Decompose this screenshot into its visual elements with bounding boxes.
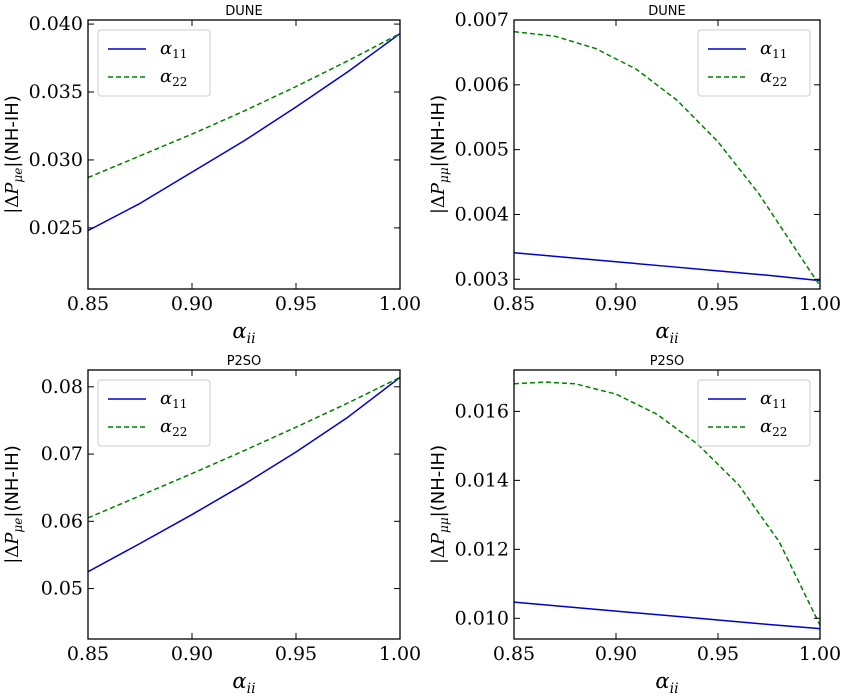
x-tick-label: 0.95 (697, 643, 739, 665)
y-tick-label: 0.030 (29, 149, 83, 171)
x-tick-label: 1.00 (379, 643, 421, 665)
x-tick-label: 0.85 (67, 643, 109, 665)
chart-panel-1: DUNE 0.85 0.90 0.95 1.00 0.025 0.030 0.035 0.040… (2, 4, 421, 347)
series-line-alpha-11 (88, 32, 400, 232)
x-tick-label: 1.00 (799, 643, 841, 665)
chart-title: P2SO (227, 354, 262, 369)
y-axis-label: |ΔPμμ|(NH-IH) (428, 445, 451, 564)
x-tick-label: 0.90 (171, 643, 213, 665)
legend-box (97, 29, 211, 97)
y-tick-label: 0.08 (41, 376, 83, 398)
series-line-alpha-22 (88, 376, 400, 519)
legend-label-alpha-22: α22 (760, 416, 787, 439)
y-tick-label: 0.006 (455, 74, 509, 96)
x-tick-label: 0.85 (67, 293, 109, 315)
plot-frame (87, 369, 401, 640)
series-line-alpha-11 (88, 376, 400, 573)
y-tick-label: 0.007 (455, 9, 509, 31)
chart-title: DUNE (225, 4, 262, 19)
series-line-alpha-11 (514, 601, 820, 630)
chart-panel-3: P2SO 0.85 0.90 0.95 1.00 0.05 0.06 0.07 0.08 αii |… (2, 354, 421, 697)
y-tick-label: 0.005 (455, 139, 509, 161)
x-axis-label: αii (655, 669, 678, 697)
chart-title: P2SO (650, 354, 685, 369)
x-tick-label: 0.90 (171, 293, 213, 315)
y-tick-label: 0.012 (455, 538, 509, 560)
x-tick-label: 0.85 (493, 643, 535, 665)
legend-label-alpha-22: α22 (760, 66, 787, 89)
plot-frame (513, 369, 821, 640)
legend-label-alpha-22: α22 (160, 416, 187, 439)
legend-label-alpha-11: α11 (760, 388, 787, 411)
y-tick-label: 0.06 (41, 510, 83, 532)
x-tick-label: 0.95 (275, 643, 317, 665)
x-axis-label: αii (655, 319, 678, 347)
y-tick-label: 0.035 (29, 81, 83, 103)
y-tick-label: 0.014 (455, 469, 509, 491)
x-tick-label: 1.00 (379, 293, 421, 315)
x-tick-label: 1.00 (799, 293, 841, 315)
chart-panel-4: P2SO 0.85 0.90 0.95 1.00 0.010 0.012 0.014 0.016… (428, 354, 841, 697)
x-tick-label: 0.95 (275, 293, 317, 315)
legend-label-alpha-11: α11 (160, 38, 187, 61)
legend-box (97, 379, 211, 447)
legend-label-alpha-22: α22 (160, 66, 187, 89)
legend-label-alpha-11: α11 (160, 388, 187, 411)
legend-label-alpha-11: α11 (760, 38, 787, 61)
series-line-alpha-22 (88, 32, 400, 179)
y-tick-label: 0.05 (41, 578, 83, 600)
y-axis-label: |ΔPμe|(NH-IH) (2, 445, 25, 564)
y-tick-label: 0.025 (29, 217, 83, 239)
series-line-alpha-22 (514, 381, 820, 626)
series-line-alpha-11 (514, 251, 820, 282)
y-tick-label: 0.003 (455, 268, 509, 290)
plot-frame (513, 19, 821, 290)
plot-frame (87, 19, 401, 290)
y-tick-label: 0.004 (455, 203, 509, 225)
x-axis-label: αii (232, 319, 255, 347)
y-tick-label: 0.016 (455, 400, 509, 422)
chart-panel-2: DUNE 0.85 0.90 0.95 1.00 0.003 0.004 0.005 0.006… (428, 4, 841, 347)
x-tick-label: 0.95 (697, 293, 739, 315)
chart-title: DUNE (648, 4, 685, 19)
x-tick-label: 0.90 (595, 293, 637, 315)
legend-box (697, 379, 811, 447)
legend-box (697, 29, 811, 97)
y-tick-label: 0.040 (29, 13, 83, 35)
y-axis-label: |ΔPμμ|(NH-IH) (428, 95, 451, 214)
x-tick-label: 0.90 (595, 643, 637, 665)
y-axis-label: |ΔPμe|(NH-IH) (2, 95, 25, 214)
x-tick-label: 0.85 (493, 293, 535, 315)
series-line-alpha-22 (514, 30, 820, 287)
x-axis-label: αii (232, 669, 255, 697)
y-tick-label: 0.010 (455, 607, 509, 629)
y-tick-label: 0.07 (41, 443, 83, 465)
